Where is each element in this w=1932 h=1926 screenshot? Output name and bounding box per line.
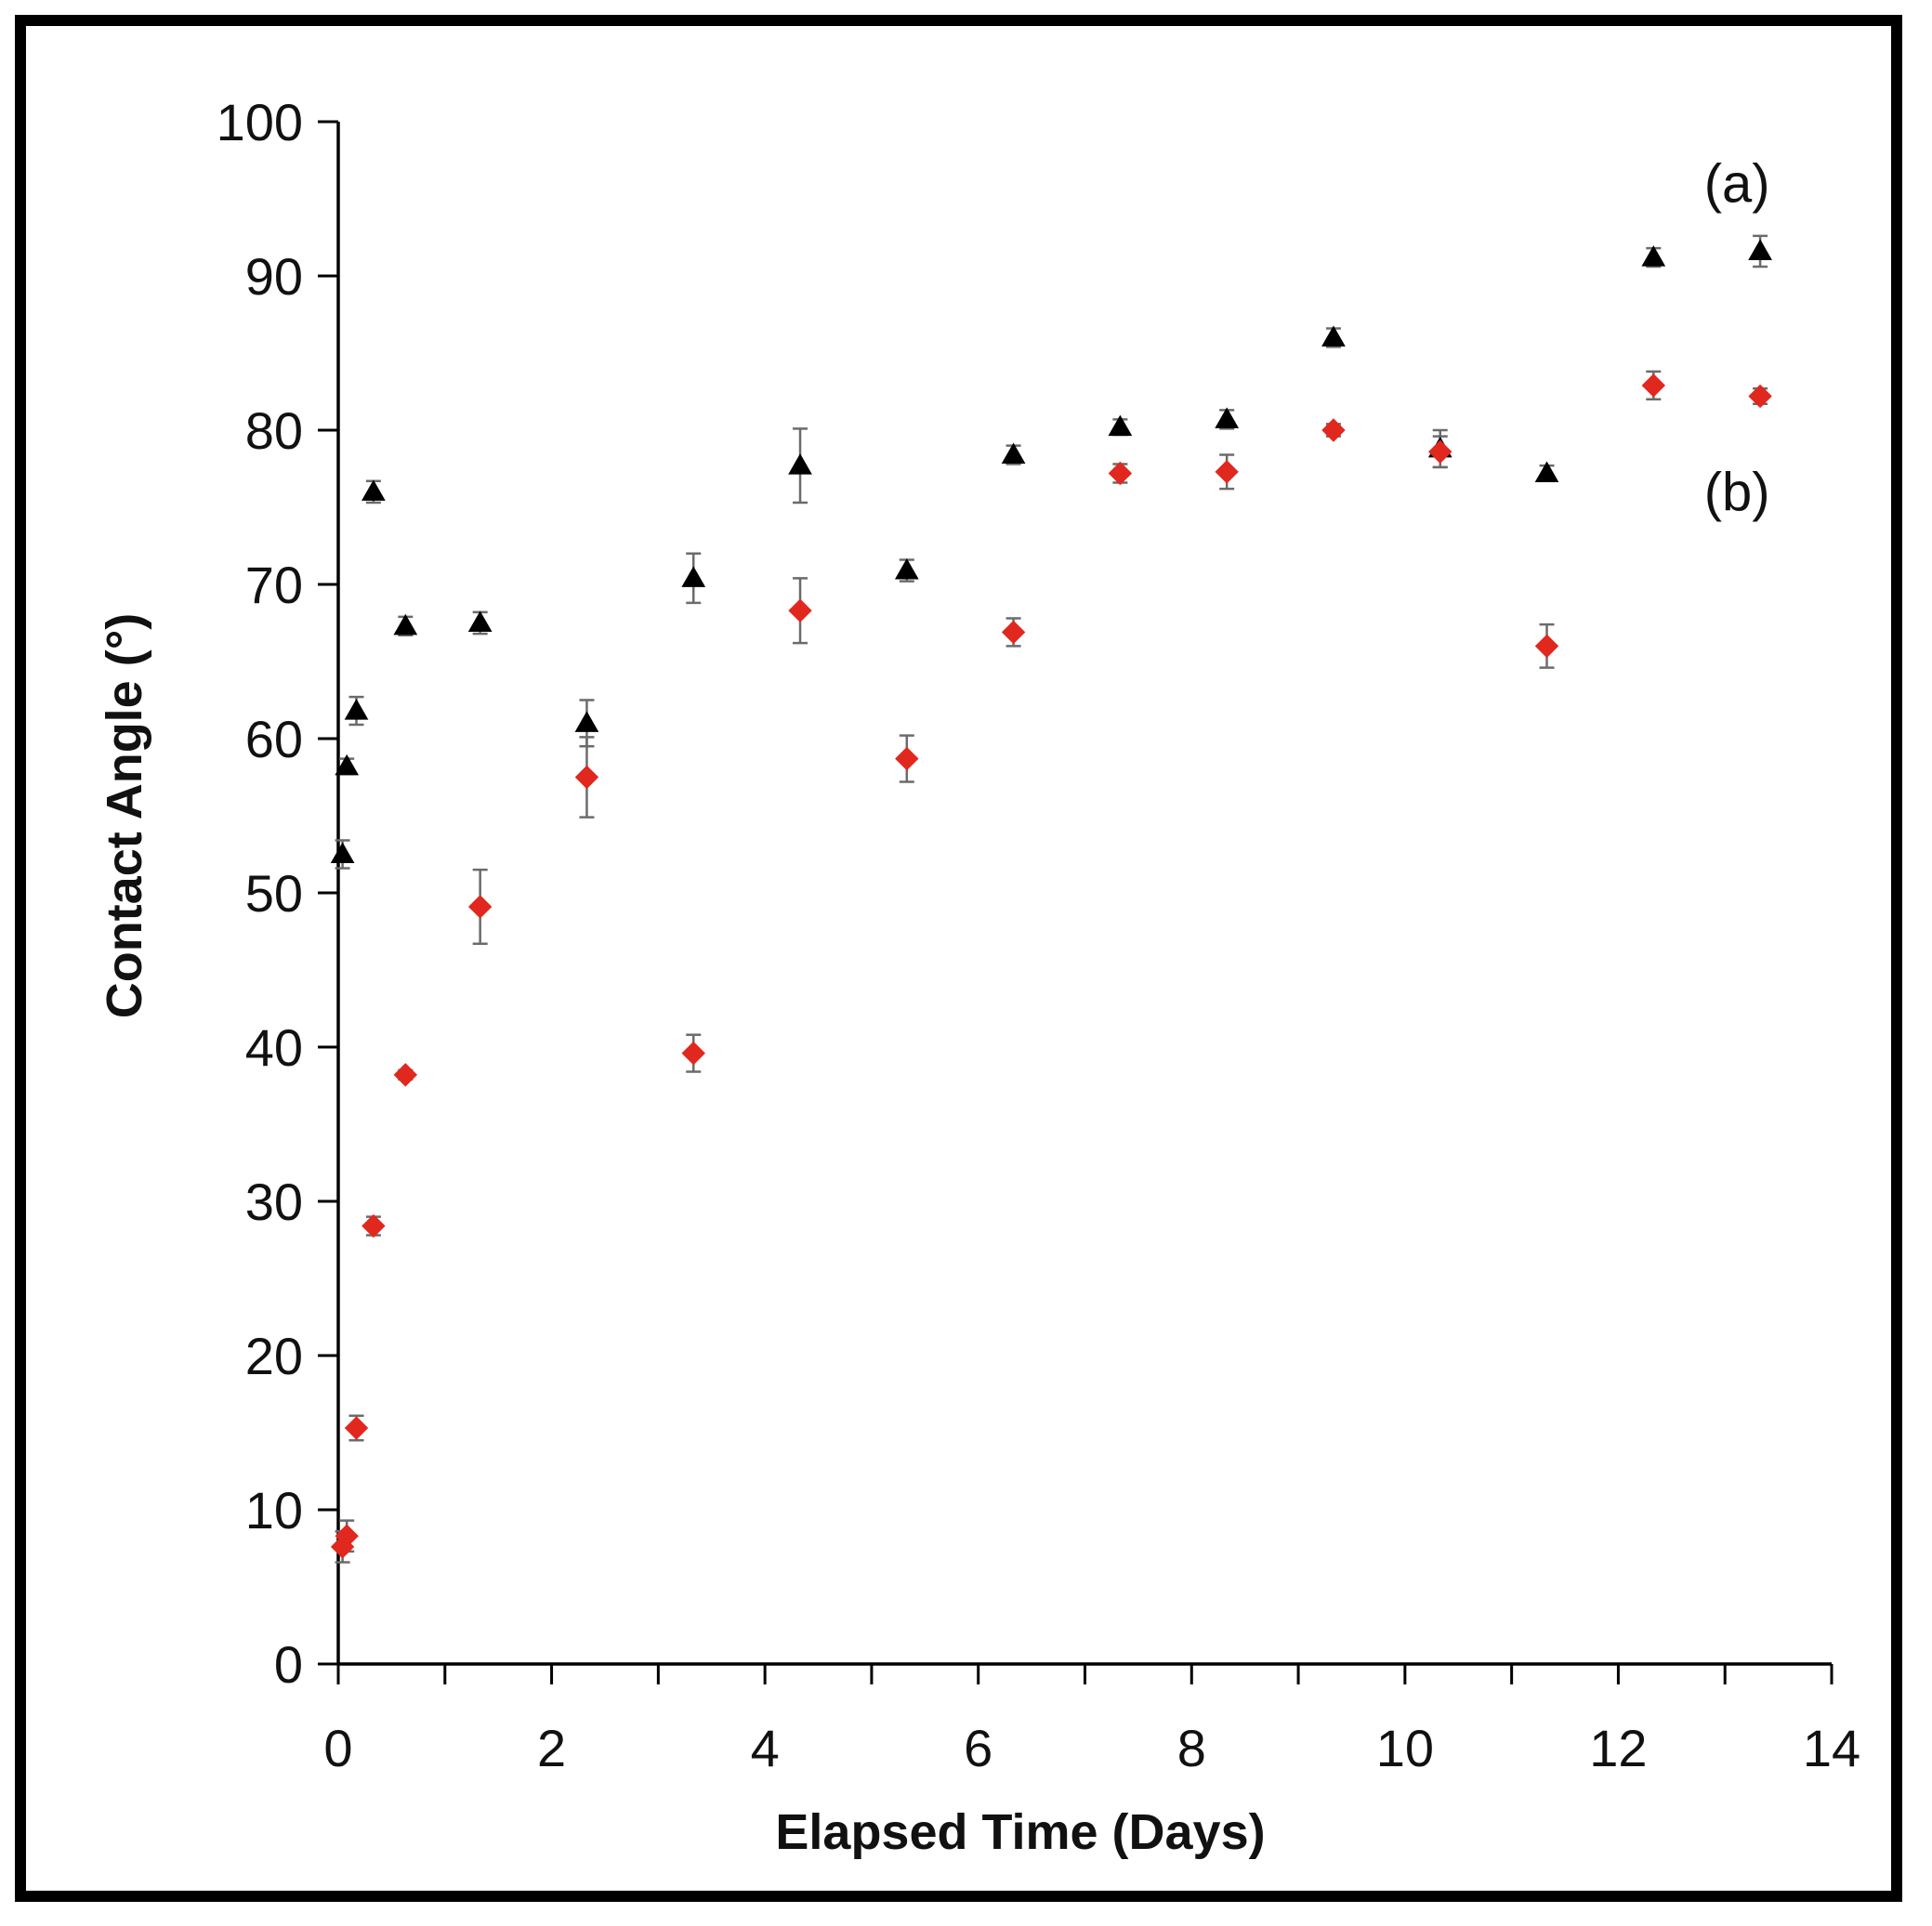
series-b-point: [1428, 439, 1452, 464]
series-b-point: [467, 895, 493, 919]
y-tick-label: 10: [245, 1481, 303, 1539]
series-b-point: [335, 1524, 359, 1548]
y-tick-label: 20: [245, 1327, 303, 1385]
figure-frame: 0 10 20 30 40 50 60 70 80 90 100 0 2 4 6 8 10 12 14 Elapse…: [15, 15, 1902, 1902]
x-tick-label: 10: [1376, 1719, 1434, 1777]
x-tick-label: 6: [964, 1719, 992, 1777]
series-a-point: [1748, 239, 1772, 260]
y-tick-label: 90: [245, 247, 303, 306]
x-tick-label: 4: [751, 1719, 780, 1777]
series-a-point: [335, 753, 360, 776]
series-a-point: [1641, 245, 1666, 267]
series-b-point: [344, 1416, 369, 1440]
series-b-point: [1108, 461, 1133, 486]
y-tick-label: 60: [245, 710, 303, 768]
series-a-point: [1534, 461, 1559, 482]
series-b-point: [1534, 634, 1559, 659]
series-a-point: [393, 613, 418, 635]
series-b-point: [895, 746, 919, 771]
y-tick-label: 80: [245, 401, 303, 460]
x-tick-label: 14: [1803, 1719, 1860, 1777]
x-tick-label: 0: [323, 1719, 352, 1777]
series-a-point: [1108, 414, 1133, 437]
series-b-point: [393, 1063, 418, 1087]
series-a-label: (a): [1704, 153, 1770, 214]
series-a-point: [361, 479, 386, 501]
y-tick-label: 0: [274, 1635, 303, 1694]
y-axis-title: Contact Angle (°): [97, 613, 152, 1019]
y-tick-label: 30: [245, 1173, 303, 1231]
series-b-label: (b): [1704, 462, 1770, 522]
series-b-point: [681, 1041, 705, 1066]
series-a-point: [330, 842, 355, 863]
series-a-point: [1215, 407, 1240, 428]
contact-angle-chart: 0 10 20 30 40 50 60 70 80 90 100 0 2 4 6 8 10 12 14 Elapse…: [97, 93, 1861, 1860]
series-b-point: [1215, 460, 1239, 484]
series-a-point: [681, 566, 706, 587]
series-b-point: [1001, 620, 1026, 645]
y-tick-label: 100: [217, 93, 303, 151]
error-bars: [335, 234, 1768, 1564]
series-b-point: [361, 1213, 386, 1238]
y-tick-label: 70: [245, 556, 303, 614]
y-tick-label: 50: [245, 864, 303, 923]
series-a-point: [574, 711, 599, 732]
data-markers: [330, 239, 1772, 1559]
y-tick-label: 40: [245, 1018, 303, 1077]
series-b-point: [1321, 418, 1346, 442]
series-a-point: [1321, 325, 1346, 347]
series-b-point: [1641, 373, 1666, 398]
series-a-point: [467, 610, 493, 632]
series-a-point: [344, 699, 369, 720]
series-a-point: [1001, 442, 1026, 465]
x-tick-label: 8: [1177, 1719, 1206, 1777]
series-a-point: [788, 453, 812, 475]
x-axis-title: Elapsed Time (Days): [775, 1804, 1265, 1860]
x-tick-label: 2: [537, 1719, 566, 1777]
series-a-point: [894, 558, 919, 580]
series-b-point: [1748, 384, 1772, 409]
series-b-point: [788, 598, 812, 622]
series-b-point: [574, 765, 599, 790]
x-tick-label: 12: [1589, 1719, 1647, 1777]
axes: 0 10 20 30 40 50 60 70 80 90 100 0 2 4 6 8 10 12 14: [217, 93, 1861, 1777]
